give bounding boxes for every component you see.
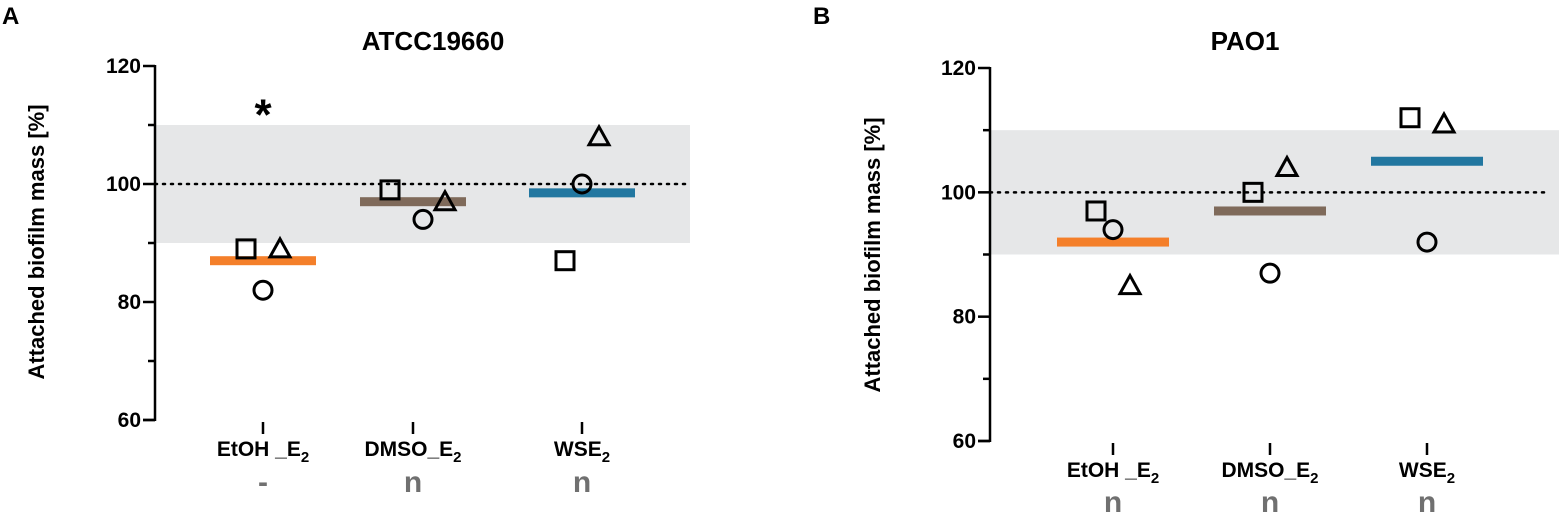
x-category-label: EtOH _E2 (1067, 459, 1159, 487)
reference-band (990, 130, 1559, 255)
significance-asterisk: * (254, 90, 272, 139)
data-point-square (554, 250, 576, 272)
data-point-square (379, 179, 401, 201)
x-category-label: WSE2 (1399, 459, 1455, 487)
data-point-triangle (1117, 272, 1143, 296)
y-tick-label: 60 (118, 409, 141, 432)
data-point-triangle (586, 123, 612, 147)
significance-label: n (573, 466, 591, 499)
data-point-triangle (432, 188, 458, 212)
mean-bar (1371, 156, 1483, 166)
y-tick-label: 80 (118, 291, 141, 314)
data-point-circle (1102, 219, 1124, 241)
data-point-circle (412, 208, 434, 230)
mean-bar (360, 197, 466, 207)
data-point-circle (1259, 262, 1281, 284)
data-point-triangle (267, 235, 293, 259)
data-point-square (1399, 107, 1421, 129)
data-point-circle (252, 279, 274, 301)
y-tick-label: 120 (106, 55, 141, 78)
chart-title: PAO1 (1211, 26, 1280, 56)
mean-bar (1214, 206, 1326, 216)
x-category-label: DMSO_E2 (1221, 459, 1318, 487)
data-point-triangle (1274, 154, 1300, 177)
data-point-circle (1416, 231, 1438, 253)
significance-label: n (1261, 486, 1279, 515)
data-point-square (1085, 200, 1107, 222)
y-tick-label: 100 (106, 173, 141, 196)
mean-bar (1057, 237, 1169, 247)
significance-label: - (258, 466, 268, 499)
data-point-triangle (1431, 110, 1457, 134)
y-axis-label: Attached biofilm mass [%] (860, 117, 885, 392)
panel-letter: B (813, 3, 830, 30)
y-tick-label: 80 (953, 306, 976, 329)
y-tick-label: 120 (941, 57, 976, 80)
data-point-square (235, 238, 257, 260)
y-tick-label: 60 (953, 430, 976, 453)
significance-label: n (1104, 486, 1122, 515)
y-tick-label: 100 (941, 181, 976, 204)
x-category-label: EtOH _E2 (217, 438, 309, 466)
chart-title: ATCC19660 (362, 26, 505, 56)
panel-letter: A (2, 3, 19, 30)
significance-label: n (404, 466, 422, 499)
panel-b: B PAO1 Attached biofilm mass [%] 60 80 100… (813, 3, 1559, 515)
y-axis-label: Attached biofilm mass [%] (24, 104, 49, 379)
mean-bar (210, 256, 316, 266)
data-point-square (1242, 181, 1264, 203)
panel-a: A ATCC19660 Attached biofilm mass [%] 60… (2, 3, 692, 499)
x-category-label: WSE2 (554, 438, 610, 466)
significance-label: n (1418, 486, 1436, 515)
data-point-circle (571, 173, 593, 195)
x-category-label: DMSO_E2 (364, 438, 461, 466)
